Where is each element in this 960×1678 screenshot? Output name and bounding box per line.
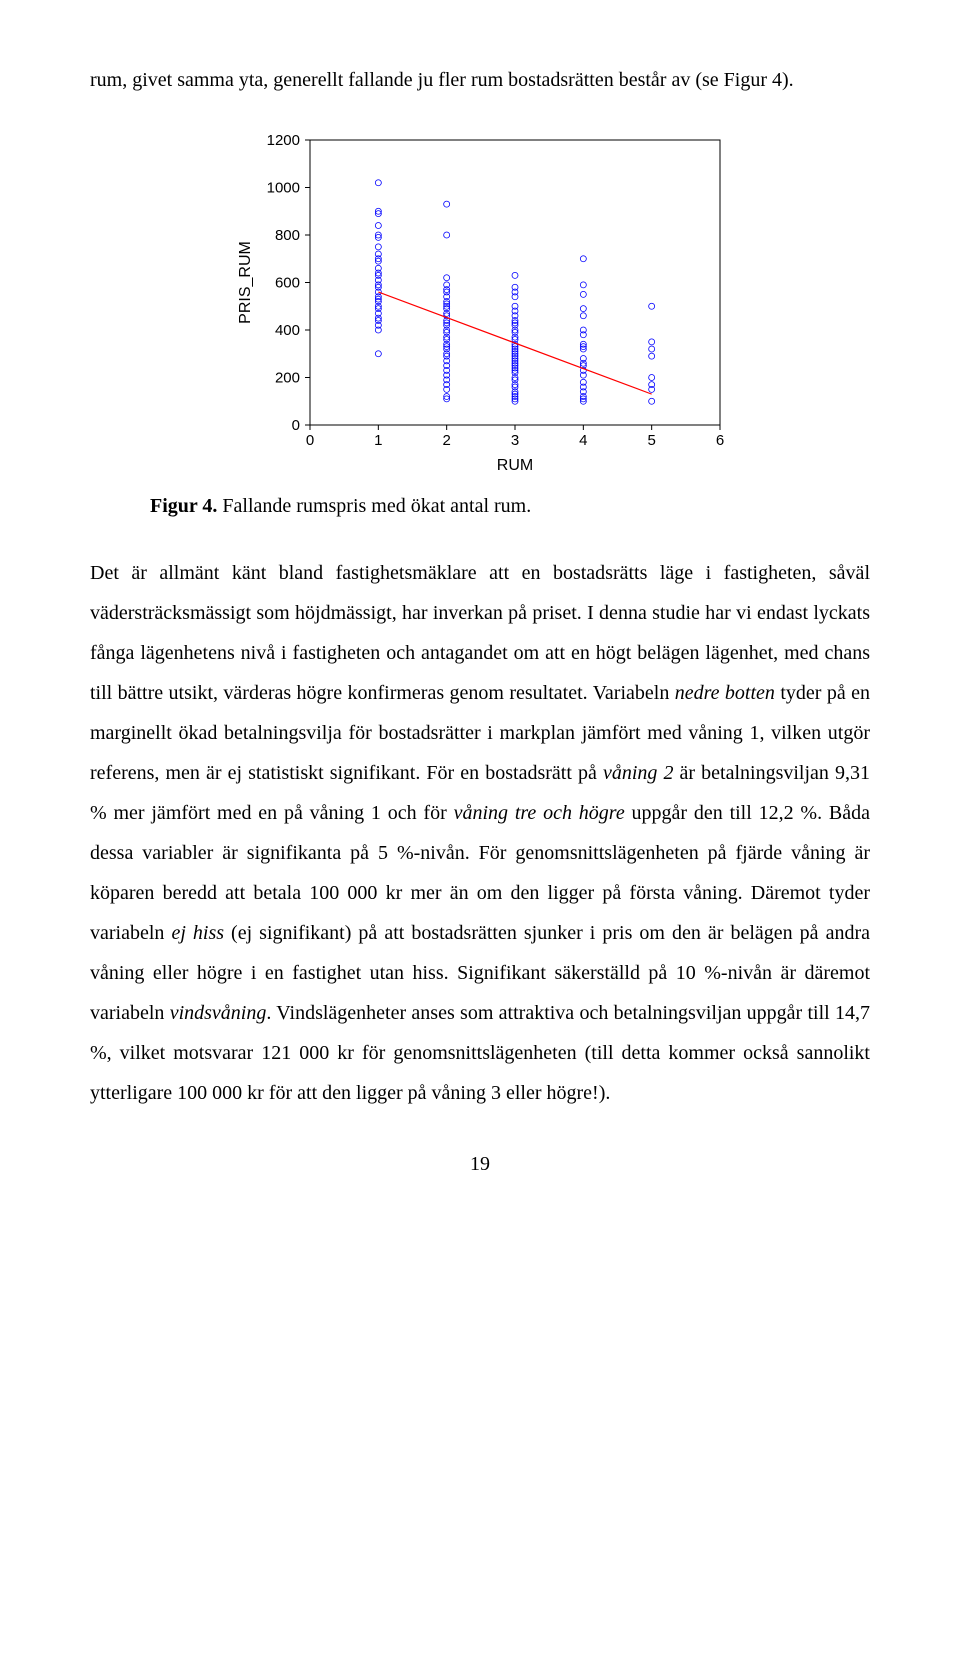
svg-text:1000: 1000: [267, 180, 300, 197]
svg-text:4: 4: [579, 432, 587, 449]
page: rum, givet samma yta, generellt fallande…: [0, 0, 960, 1216]
figure-caption-text: Fallande rumspris med ökat antal rum.: [217, 495, 531, 517]
svg-text:200: 200: [275, 370, 300, 387]
svg-text:PRIS_RUM: PRIS_RUM: [237, 241, 254, 324]
figure-caption: Figur 4. Fallande rumspris med ökat anta…: [150, 495, 670, 518]
svg-text:800: 800: [275, 227, 300, 244]
figure-caption-label: Figur 4.: [150, 495, 217, 517]
svg-text:0: 0: [292, 417, 300, 434]
body-paragraph: Det är allmänt känt bland fastighetsmäkl…: [90, 553, 870, 1113]
scatter-chart: 0 200 400 600 800 1000 1200 0 1 2 3 4 5 6 PRIS_RUM RUM: [220, 130, 740, 480]
svg-text:5: 5: [647, 432, 655, 449]
svg-text:RUM: RUM: [497, 457, 533, 474]
svg-text:1200: 1200: [267, 132, 300, 149]
intro-text: rum, givet samma yta, generellt fallande…: [90, 60, 870, 100]
figure-4: 0200400600800100012000123456PRIS_RUMRUM …: [90, 130, 870, 518]
svg-text:400: 400: [275, 322, 300, 339]
svg-text:1: 1: [374, 432, 382, 449]
chart-container: 0 200 400 600 800 1000 1200 0 1 2 3 4 5 6 PRIS_RUM RUM: [220, 130, 740, 480]
page-number: 19: [90, 1153, 870, 1176]
svg-text:0: 0: [306, 432, 314, 449]
svg-text:6: 6: [716, 432, 724, 449]
svg-text:600: 600: [275, 275, 300, 292]
svg-text:3: 3: [511, 432, 519, 449]
svg-text:2: 2: [442, 432, 450, 449]
